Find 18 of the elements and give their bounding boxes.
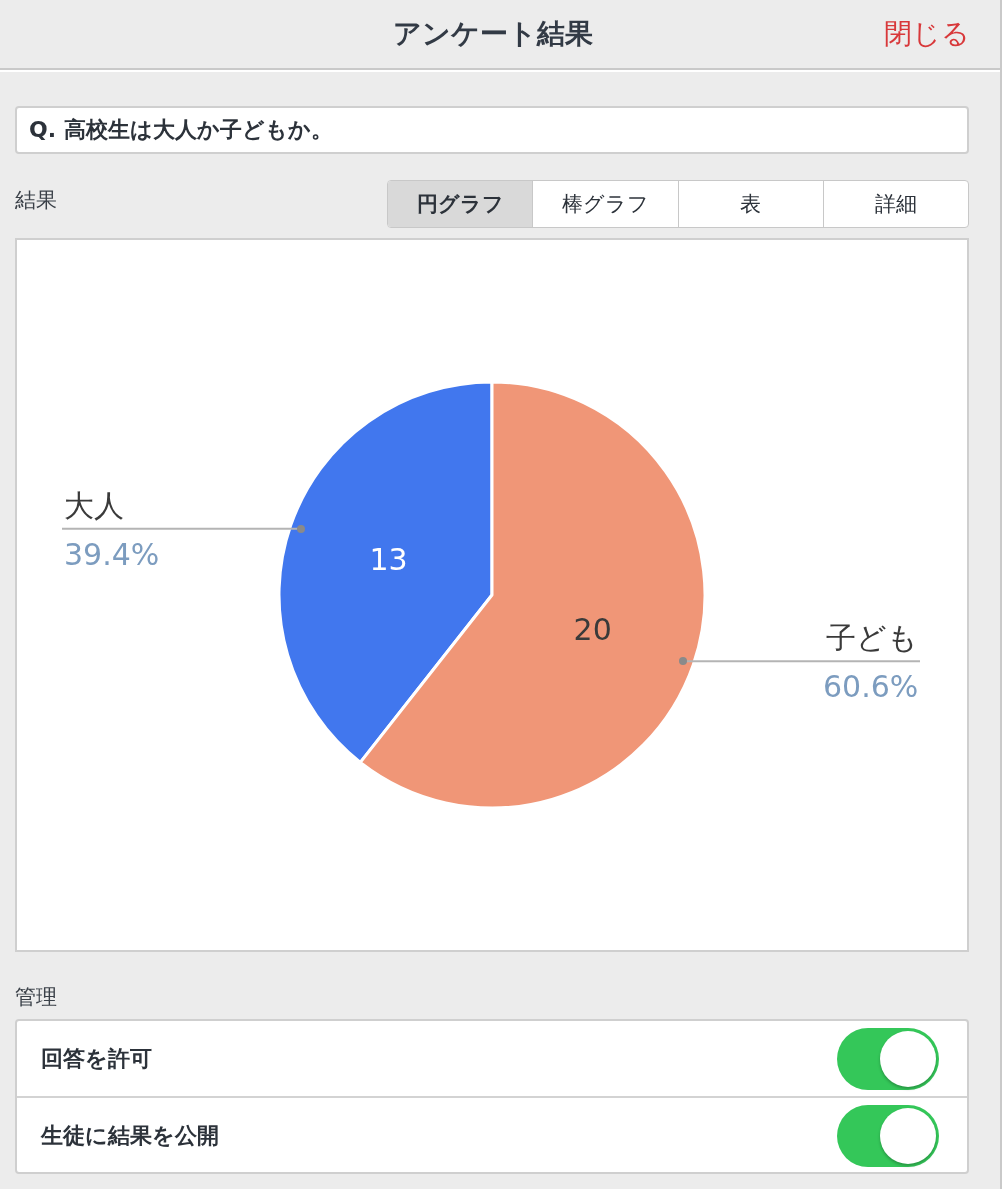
tab-button: 詳細 (822, 181, 968, 227)
slice-label: 子ども (826, 620, 918, 655)
text: 生徒に結果を公開 (41, 1122, 219, 1150)
tab-button: 棒グラフ (532, 181, 678, 227)
data-label: 13 (369, 541, 408, 577)
chart-subtitle: Q. 高校生は大人か子どもか。 (29, 116, 333, 144)
tab-button: 表 (677, 181, 823, 227)
slice-label: 大人 (64, 488, 124, 523)
text: 閉じる (884, 16, 970, 52)
data-label: 20 (573, 612, 612, 648)
tab-button: 円グラフ (388, 181, 533, 227)
chart-title: アンケート結果 (392, 17, 593, 50)
text-field: Q. 高校生は大人か子どもか。 (15, 106, 969, 154)
text: 39.4% (64, 537, 160, 572)
text: 60.6% (823, 669, 919, 704)
text: 管理 (15, 984, 57, 1011)
text: 回答を許可 (41, 1045, 152, 1073)
text: 結果 (15, 187, 57, 214)
